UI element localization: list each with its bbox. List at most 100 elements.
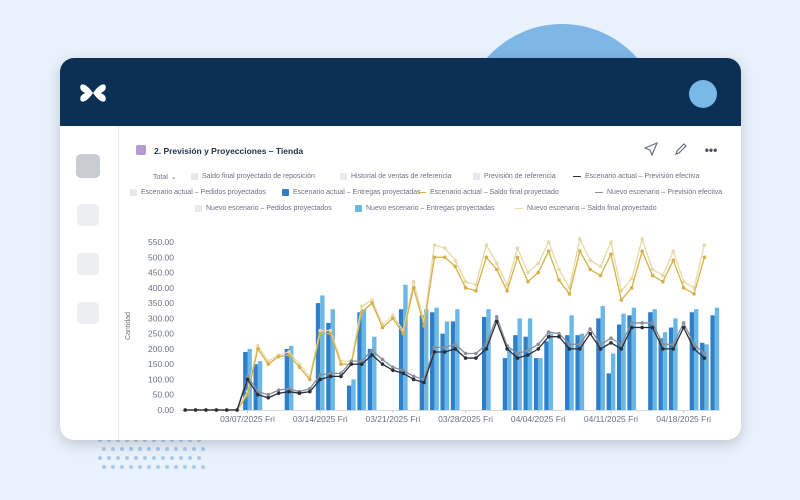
series-point bbox=[578, 342, 582, 347]
series-point bbox=[692, 292, 696, 296]
sidebar-item-2[interactable] bbox=[77, 204, 99, 226]
bar bbox=[538, 358, 543, 410]
legend-item[interactable]: Saldo final proyectado de reposición bbox=[191, 173, 315, 180]
series-point bbox=[484, 347, 489, 351]
bar bbox=[700, 342, 705, 410]
bar bbox=[579, 333, 585, 410]
legend-item[interactable]: Nuevo escenario – Entregas proyectadas bbox=[355, 205, 494, 212]
legend-item[interactable]: Nuevo escenario – Pedidos proyectados bbox=[195, 205, 332, 212]
legend-item[interactable]: Escenario actual – Previsión efectiva bbox=[573, 173, 699, 180]
series-point bbox=[235, 408, 239, 412]
x-tick-label: 03/14/2025 Fri bbox=[293, 414, 348, 424]
y-tick-label: 200.00 bbox=[148, 344, 174, 354]
series-point bbox=[308, 386, 312, 391]
series-point bbox=[567, 342, 572, 347]
series-point bbox=[629, 321, 634, 325]
decorative-dot bbox=[98, 438, 102, 442]
series-point bbox=[474, 282, 478, 287]
decorative-dot bbox=[156, 465, 160, 469]
series-point bbox=[474, 356, 478, 360]
x-tick-label: 03/28/2025 Fri bbox=[438, 414, 493, 424]
series-point bbox=[245, 374, 250, 379]
series-point bbox=[380, 362, 385, 366]
series-point bbox=[287, 389, 291, 394]
legend-box-swatch bbox=[130, 189, 137, 196]
send-icon[interactable] bbox=[643, 141, 659, 158]
series-point bbox=[245, 377, 250, 382]
x-tick-label: 03/21/2025 Fri bbox=[365, 414, 420, 424]
decorative-dot bbox=[192, 447, 196, 451]
bar bbox=[253, 364, 258, 410]
series-point bbox=[443, 350, 447, 354]
series-point bbox=[339, 371, 343, 376]
bar bbox=[486, 309, 491, 410]
series-point bbox=[546, 240, 551, 244]
series-point bbox=[609, 341, 613, 345]
series-point bbox=[619, 298, 624, 302]
series-point bbox=[681, 279, 686, 284]
legend-item[interactable]: Escenario actual – Entregas proyectadas bbox=[282, 189, 421, 196]
decorative-dot bbox=[116, 456, 120, 460]
series-point bbox=[650, 325, 655, 330]
series-point bbox=[505, 282, 509, 287]
legend-item-label: Escenario actual – Previsión efectiva bbox=[585, 173, 700, 180]
legend-item[interactable]: Nuevo escenario – Previsión efectiva bbox=[595, 189, 722, 196]
more-icon[interactable]: ••• bbox=[704, 143, 718, 157]
decorative-dot bbox=[111, 465, 115, 469]
sidebar-item-1[interactable] bbox=[76, 154, 100, 178]
top-bar bbox=[60, 58, 741, 126]
legend-item[interactable]: Nuevo escenario – Saldo final proyectado bbox=[515, 205, 657, 212]
series-point bbox=[505, 289, 509, 293]
edit-icon[interactable] bbox=[673, 142, 689, 158]
series-point bbox=[297, 365, 302, 370]
bar bbox=[289, 345, 294, 410]
series-point bbox=[391, 313, 395, 318]
bar bbox=[627, 315, 632, 410]
legend-item-label: Previsión de referencia bbox=[484, 173, 556, 180]
decorative-dot bbox=[174, 447, 178, 451]
series-point bbox=[702, 255, 707, 260]
series-point bbox=[494, 315, 499, 319]
series-point bbox=[411, 286, 416, 290]
decorative-dot bbox=[125, 456, 129, 460]
legend-item-label: Nuevo escenario – Entregas proyectadas bbox=[366, 205, 495, 212]
series-point bbox=[650, 321, 655, 325]
sidebar-item-3[interactable] bbox=[77, 253, 99, 275]
series-point bbox=[629, 276, 634, 281]
panel-title: 2. Previsión y Proyecciones – Tienda bbox=[154, 146, 304, 156]
decorative-dots bbox=[98, 438, 218, 478]
legend-item[interactable]: Historial de ventas de referencia bbox=[340, 173, 451, 180]
series-point bbox=[494, 261, 499, 266]
bar bbox=[507, 348, 512, 410]
series-point bbox=[526, 348, 530, 353]
legend-item[interactable]: Escenario actual – Saldo final proyectad… bbox=[418, 189, 559, 196]
decorative-dot bbox=[170, 438, 174, 442]
bar bbox=[544, 341, 549, 410]
bar bbox=[533, 358, 539, 410]
series-point bbox=[276, 388, 281, 392]
series-point bbox=[339, 374, 343, 379]
bar bbox=[600, 306, 605, 410]
bar bbox=[367, 348, 373, 410]
sidebar-item-4[interactable] bbox=[77, 302, 99, 324]
series-point bbox=[619, 289, 624, 293]
user-avatar[interactable] bbox=[689, 80, 717, 108]
bar bbox=[444, 321, 450, 410]
x-tick-label: 03/07/2025 Fri bbox=[220, 414, 275, 424]
bar bbox=[513, 335, 518, 410]
series-point bbox=[370, 298, 374, 302]
legend-box-swatch bbox=[340, 173, 347, 180]
legend-item-label: Escenario actual – Saldo final proyectad… bbox=[430, 189, 559, 196]
series-point bbox=[578, 237, 582, 241]
series-point bbox=[526, 353, 530, 357]
legend-item[interactable]: Escenario actual – Pedidos proyectados bbox=[130, 189, 266, 196]
series-point bbox=[598, 273, 603, 278]
decorative-dot bbox=[107, 438, 111, 442]
bar bbox=[704, 344, 709, 410]
series-point bbox=[349, 362, 354, 366]
legend-item[interactable]: Previsión de referencia bbox=[473, 173, 556, 180]
decorative-dot bbox=[188, 456, 192, 460]
legend-box-swatch bbox=[355, 205, 362, 212]
app-logo-icon[interactable] bbox=[78, 78, 108, 108]
legend-total-dropdown[interactable]: Total ⌄ bbox=[153, 173, 177, 182]
